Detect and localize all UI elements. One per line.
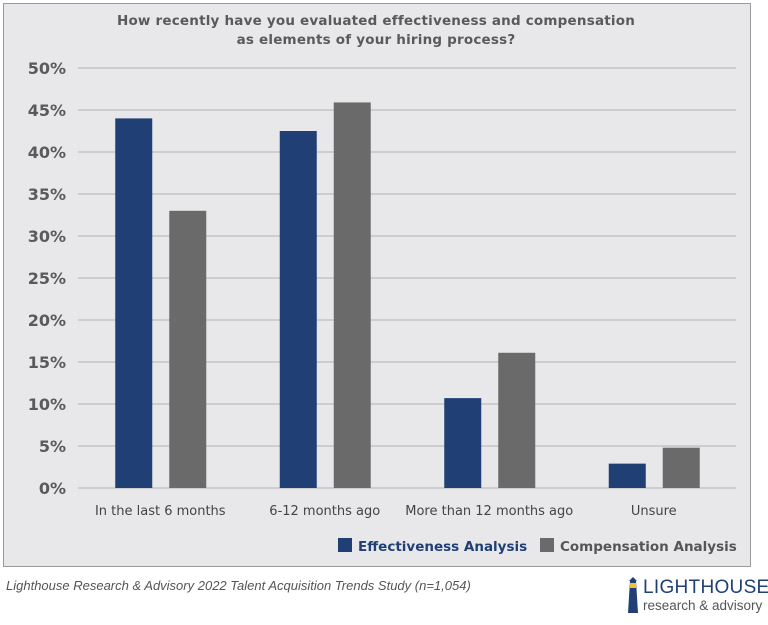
- y-tick-label: 10%: [28, 395, 66, 414]
- bar-compensation: [169, 210, 207, 489]
- x-tick-label: Unsure: [631, 504, 677, 519]
- y-tick-label: 15%: [28, 353, 66, 372]
- bar-effectiveness: [279, 131, 317, 488]
- y-tick-label: 0%: [39, 479, 66, 498]
- chart-title-line-2: as elements of your hiring process?: [236, 32, 516, 48]
- y-tick-label: 30%: [28, 227, 66, 246]
- legend-swatch: [540, 538, 554, 552]
- y-tick-label: 40%: [28, 143, 66, 162]
- legend-swatch: [338, 538, 352, 552]
- bar-chart: 0% 5% 10% 15% 20% 25% 30% 35% 40% 45% 50% In the la…: [28, 59, 737, 555]
- legend-label: Compensation Analysis: [560, 539, 737, 555]
- bar-compensation: [333, 102, 371, 488]
- chart-title: How recently have you evaluated effectiv…: [0, 12, 752, 50]
- legend-label: Effectiveness Analysis: [358, 539, 527, 555]
- y-tick-label: 35%: [28, 185, 66, 204]
- logo-text-line-1: LIGHTHOUSE: [643, 577, 768, 598]
- y-tick-label: 5%: [39, 437, 66, 456]
- bar-compensation: [662, 447, 700, 488]
- bar-effectiveness: [608, 463, 646, 488]
- y-tick-label: 50%: [28, 59, 66, 78]
- bar-compensation: [498, 352, 536, 488]
- lighthouse-logo: LIGHTHOUSE research & advisory: [625, 577, 768, 617]
- logo-text-line-2: research & advisory: [643, 598, 763, 613]
- x-tick-label: 6-12 months ago: [269, 504, 380, 519]
- y-tick-label: 25%: [28, 269, 66, 288]
- source-note: Lighthouse Research & Advisory 2022 Tale…: [6, 578, 471, 593]
- x-tick-label: More than 12 months ago: [405, 504, 573, 519]
- y-tick-label: 45%: [28, 101, 66, 120]
- lighthouse-icon: [628, 577, 638, 613]
- bar-effectiveness: [444, 398, 482, 488]
- chart-title-line-1: How recently have you evaluated effectiv…: [116, 13, 636, 29]
- bar-effectiveness: [115, 118, 153, 489]
- y-tick-label: 20%: [28, 311, 66, 330]
- x-tick-label: In the last 6 months: [95, 504, 226, 519]
